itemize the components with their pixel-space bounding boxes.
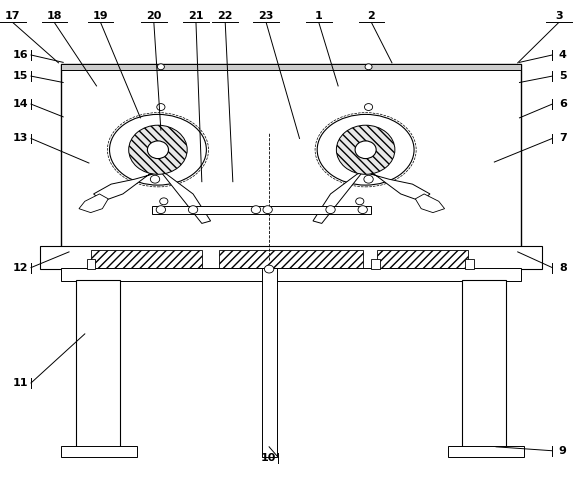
Text: 15: 15: [13, 71, 28, 81]
Polygon shape: [161, 172, 211, 223]
Bar: [87, 259, 95, 269]
Ellipse shape: [109, 114, 207, 185]
Circle shape: [188, 206, 198, 214]
Text: 19: 19: [93, 11, 108, 21]
Circle shape: [358, 206, 367, 214]
Bar: [465, 259, 474, 269]
Circle shape: [364, 175, 373, 183]
Bar: [152, 206, 371, 214]
Text: 8: 8: [559, 263, 567, 273]
Bar: [377, 250, 468, 268]
Text: 23: 23: [259, 11, 274, 21]
Text: 13: 13: [13, 134, 28, 143]
Bar: [219, 250, 363, 268]
Text: 4: 4: [559, 50, 567, 60]
Bar: [462, 280, 506, 447]
Polygon shape: [313, 172, 363, 223]
Ellipse shape: [317, 114, 414, 185]
Text: 18: 18: [47, 11, 62, 21]
Text: 5: 5: [559, 71, 567, 81]
Circle shape: [147, 141, 168, 159]
Circle shape: [156, 206, 166, 214]
Text: 17: 17: [5, 11, 20, 21]
Bar: [76, 280, 120, 447]
Bar: [61, 268, 521, 281]
Bar: [61, 64, 521, 248]
Circle shape: [263, 206, 272, 214]
Circle shape: [326, 206, 335, 214]
Bar: [61, 64, 521, 70]
Polygon shape: [79, 194, 108, 213]
Bar: [91, 250, 202, 268]
Text: 21: 21: [188, 11, 204, 21]
Text: 6: 6: [559, 99, 567, 109]
Circle shape: [365, 64, 372, 70]
Bar: [61, 446, 137, 457]
Polygon shape: [363, 172, 430, 201]
Text: 20: 20: [146, 11, 161, 21]
Text: 7: 7: [559, 134, 567, 143]
Circle shape: [157, 64, 164, 70]
Text: 10: 10: [260, 453, 276, 463]
Polygon shape: [415, 194, 445, 213]
Text: 14: 14: [13, 99, 28, 109]
Text: 1: 1: [315, 11, 323, 21]
Text: 9: 9: [559, 446, 567, 456]
Circle shape: [355, 141, 376, 159]
Polygon shape: [94, 172, 161, 201]
Circle shape: [157, 104, 165, 110]
Bar: [40, 246, 542, 269]
Text: 12: 12: [13, 263, 28, 273]
Text: 11: 11: [13, 378, 28, 388]
Text: 2: 2: [367, 11, 376, 21]
Circle shape: [252, 206, 261, 214]
Circle shape: [264, 265, 274, 273]
Circle shape: [336, 125, 395, 174]
Bar: [371, 259, 380, 269]
Circle shape: [356, 198, 364, 205]
Text: 22: 22: [218, 11, 233, 21]
Text: 3: 3: [555, 11, 563, 21]
Text: 16: 16: [13, 50, 28, 60]
Bar: [448, 446, 524, 457]
Circle shape: [364, 104, 373, 110]
Circle shape: [160, 198, 168, 205]
Circle shape: [150, 175, 160, 183]
Circle shape: [129, 125, 187, 174]
Bar: [262, 268, 277, 457]
